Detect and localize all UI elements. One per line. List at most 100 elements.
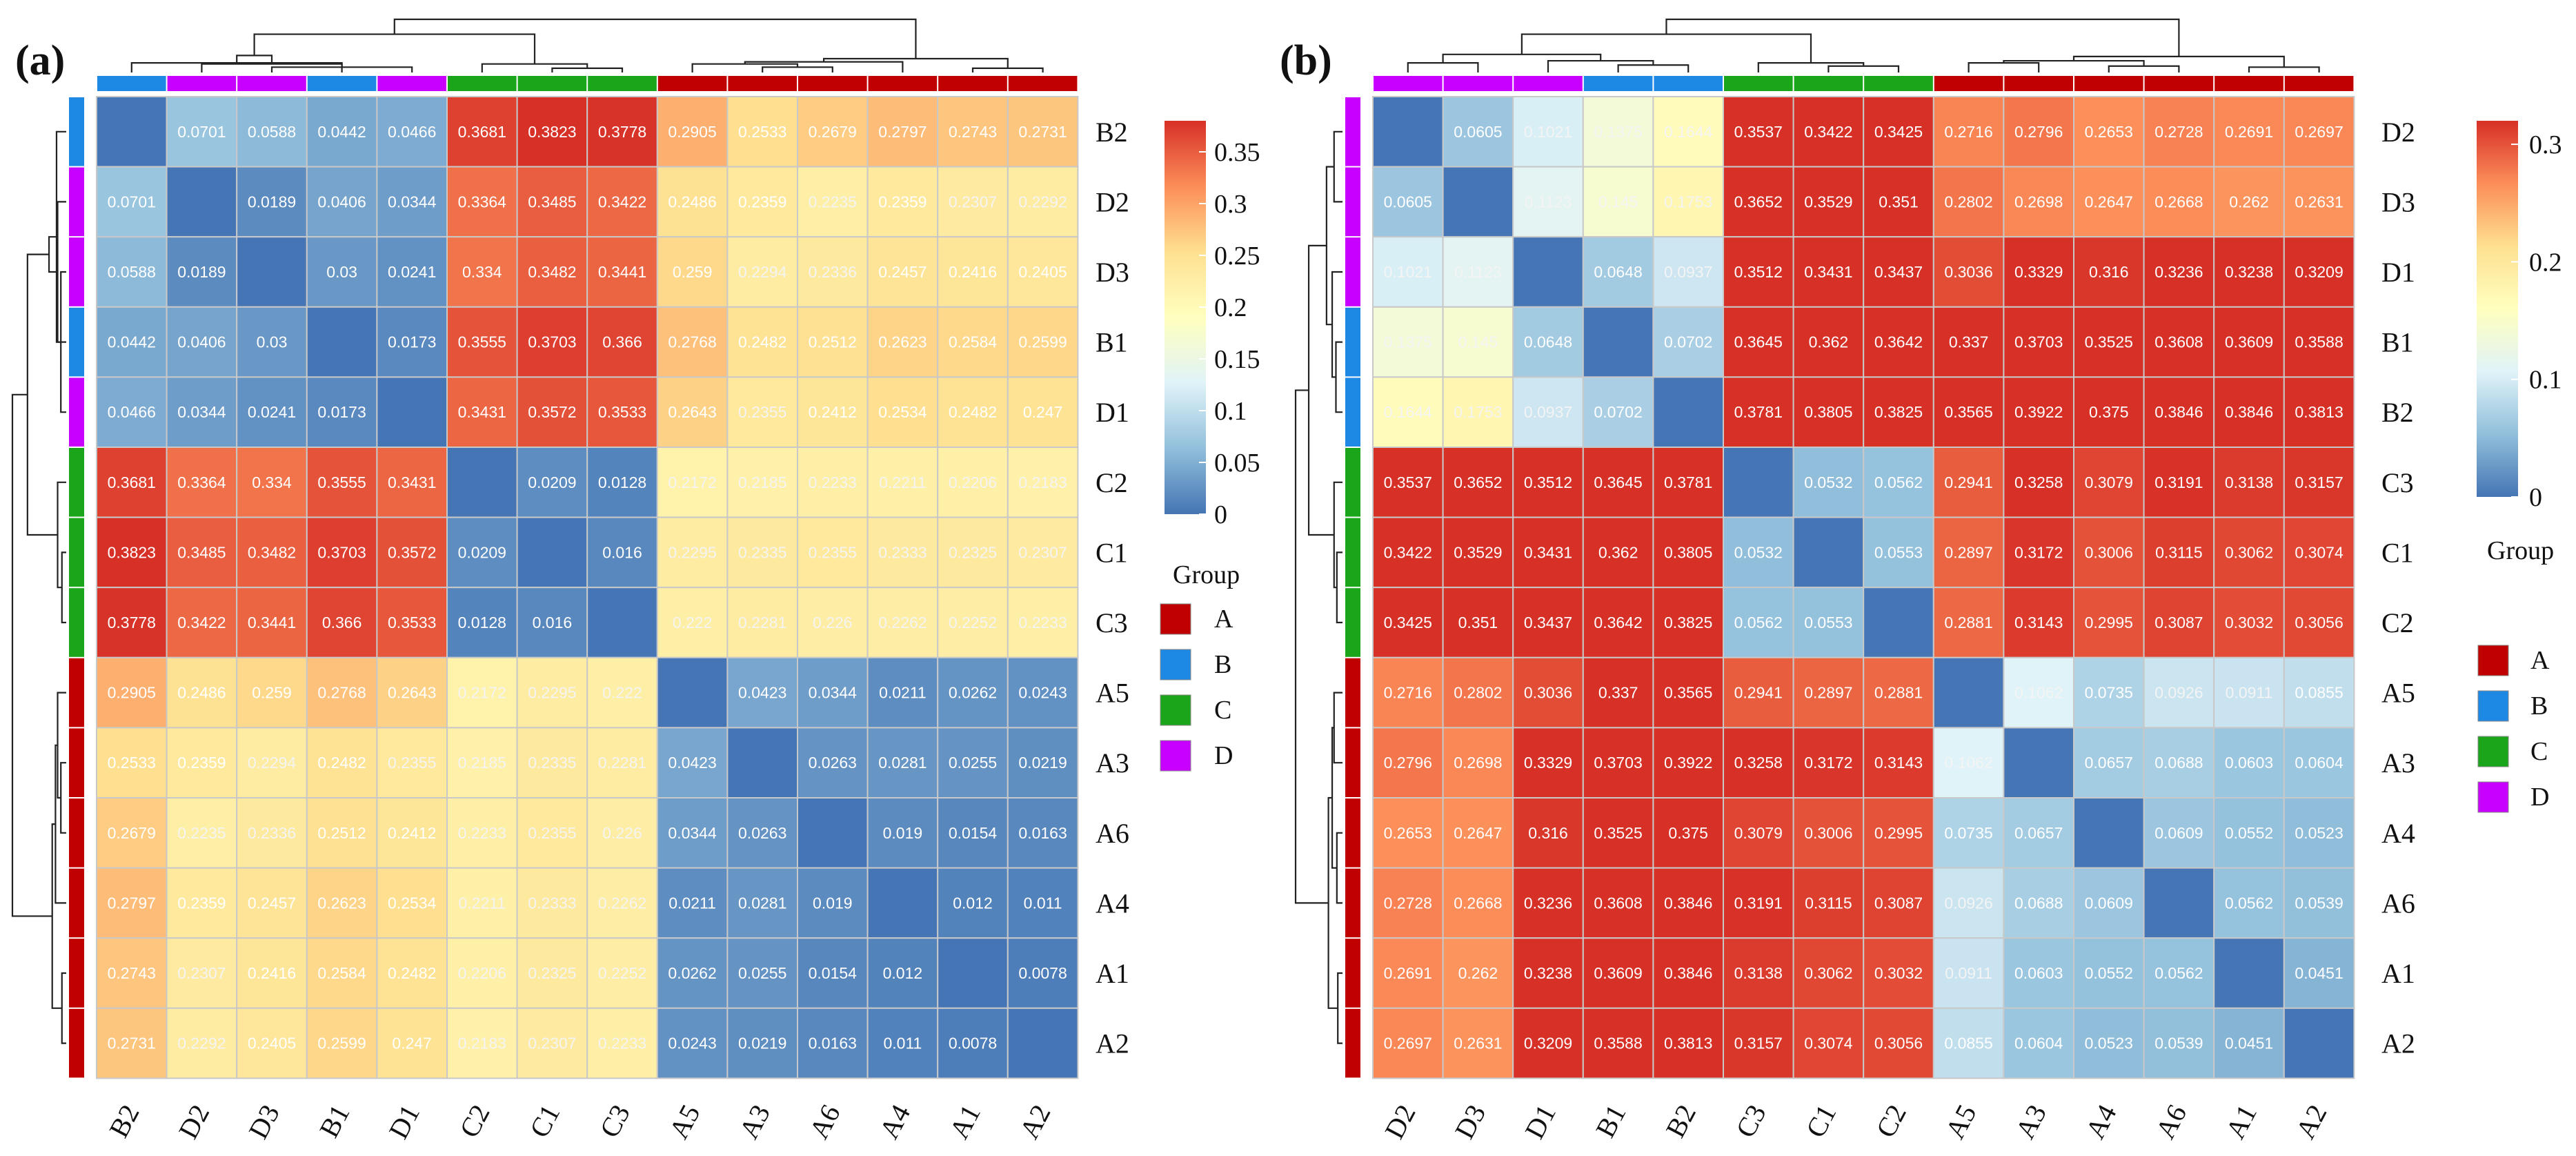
heatmap-cell <box>446 236 518 308</box>
heatmap-cell <box>937 587 1009 658</box>
heatmap-cell <box>2003 376 2074 449</box>
cell-value-label: 0.2335 <box>528 754 576 772</box>
heatmap-cell <box>2073 306 2145 378</box>
dendrogram-link <box>1968 62 2040 72</box>
cell-value-label: 0.3422 <box>177 614 226 631</box>
cell-value-label: 0.2743 <box>108 964 156 982</box>
cell-value-label: 0.0735 <box>1944 824 1992 842</box>
cell-value-label: 0.1021 <box>1524 123 1572 141</box>
cell-value-label: 0.3238 <box>2225 263 2273 281</box>
cell-value-label: 0.2631 <box>2295 193 2343 210</box>
cell-value-label: 0.0406 <box>317 193 366 210</box>
cell-value-label: 0.2691 <box>2225 123 2273 141</box>
heatmap-cell <box>446 727 518 799</box>
heatmap-cell <box>1512 797 1584 869</box>
cell-value-label: 0.3431 <box>1524 543 1572 561</box>
heatmap-cell <box>1442 236 1514 308</box>
cell-value-label: 0.3138 <box>2225 473 2273 491</box>
cell-value-label: 0.1753 <box>1454 403 1502 421</box>
column-label: C2 <box>453 1099 496 1142</box>
heatmap-cell <box>306 727 378 799</box>
row-dendrogram <box>11 130 66 1044</box>
cell-value-label: 0.2731 <box>108 1035 156 1052</box>
column-group-swatch <box>1724 76 1793 91</box>
heatmap-cell <box>1792 656 1865 729</box>
heatmap-cell <box>1582 447 1654 518</box>
row-label: D2 <box>2381 117 2415 148</box>
heatmap-cell <box>2143 937 2215 1009</box>
heatmap-cell <box>1442 96 1514 168</box>
cell-value-label: 0.2185 <box>458 754 506 772</box>
cell-value-label: 0.2359 <box>738 193 786 210</box>
cell-value-label: 0.3143 <box>1874 754 1923 772</box>
cell-value-label: 0.2995 <box>1874 824 1923 842</box>
cell-value-label: 0.362 <box>1598 543 1638 561</box>
heatmap-cell <box>516 587 588 658</box>
heatmap-cell <box>96 516 168 589</box>
cell-value-label: 0.2206 <box>458 964 506 982</box>
cell-value-label: 0.0523 <box>2295 824 2343 842</box>
cell-value-label: 0.0701 <box>177 123 226 141</box>
cell-value-label: 0.3209 <box>2295 263 2343 281</box>
row-labels: B2 D2 D3 B1 D1 C2 C1 C3 A5 A3 A6 A4 A1 A2 <box>1096 117 1129 1059</box>
cell-value-label: 0.2486 <box>668 193 716 210</box>
heatmap-cell <box>1723 236 1794 308</box>
cell-value-label: 0.2416 <box>949 263 997 281</box>
dendrogram-link <box>11 393 52 917</box>
cell-value-label: 0.0241 <box>388 263 436 281</box>
dendrogram-link <box>61 551 66 624</box>
cell-value-label: 0.3425 <box>1384 614 1432 631</box>
group-legend-label: C <box>1214 696 1231 725</box>
cell-value-label: 0.0281 <box>738 894 786 912</box>
row-label: B1 <box>2381 327 2414 358</box>
cell-value-label: 0.2584 <box>949 333 998 351</box>
heatmap-cell <box>937 727 1009 799</box>
cell-value-label: 0.1753 <box>1664 193 1712 210</box>
heatmap-cell <box>306 96 378 168</box>
cell-value-label: 0.2643 <box>388 684 436 702</box>
column-label: D1 <box>1518 1099 1562 1144</box>
cell-value-label: 0.0609 <box>2085 894 2133 912</box>
cell-value-label: 0.2768 <box>317 684 366 702</box>
column-label: A6 <box>2150 1099 2193 1144</box>
row-label: C3 <box>1096 607 1128 638</box>
cell-value-label: 0.2333 <box>878 543 927 561</box>
dendrogram-link <box>1547 59 1654 72</box>
heatmap-cell <box>166 447 238 518</box>
heatmap-cell <box>1792 727 1865 799</box>
heatmap-panel-b: (b)0.0605 0.1021 0.1375 0.1644 0.3537 0.3422 0… <box>1280 18 2562 1144</box>
group-legend-title: Group <box>2487 536 2554 565</box>
cell-value-label: 0.2252 <box>598 964 646 982</box>
cell-value-label: 0.2802 <box>1944 193 1992 210</box>
cell-value-label: 0.2211 <box>879 473 927 491</box>
cell-value-label: 0.3846 <box>2225 403 2273 421</box>
colorbar-tick-label: 0.25 <box>1214 242 1260 271</box>
heatmap-cell <box>376 447 448 518</box>
heatmap-cell <box>2073 166 2145 238</box>
cell-value-label: 0.0173 <box>317 403 366 421</box>
heatmap-cell <box>1007 867 1079 939</box>
heatmap-cell <box>166 797 238 869</box>
heatmap-cell <box>96 447 168 518</box>
cell-value-label: 0.2412 <box>388 824 436 842</box>
row-group-swatch <box>1345 658 1360 727</box>
colorbar <box>1165 121 1206 514</box>
dendrogram-link <box>1336 832 1343 904</box>
cell-value-label: 0.3703 <box>1594 754 1642 772</box>
heatmap-cell <box>236 656 308 729</box>
heatmap-cell <box>2283 447 2355 518</box>
heatmap-cell <box>516 306 588 378</box>
heatmap-cell <box>2213 306 2285 378</box>
cell-value-label: 0.3074 <box>1804 1035 1853 1052</box>
column-group-swatch <box>1008 76 1078 91</box>
heatmap-cell <box>2073 587 2145 658</box>
column-dendrogram <box>130 18 1044 72</box>
heatmap-cell <box>1792 166 1865 238</box>
row-group-swatch <box>69 378 84 447</box>
column-label: C2 <box>1870 1099 1912 1142</box>
cell-value-label: 0.0219 <box>1018 754 1067 772</box>
heatmap-cell <box>586 1007 658 1079</box>
heatmap-cell <box>2283 727 2355 799</box>
cell-value-label: 0.334 <box>462 263 502 281</box>
heatmap-cell <box>2213 516 2285 589</box>
